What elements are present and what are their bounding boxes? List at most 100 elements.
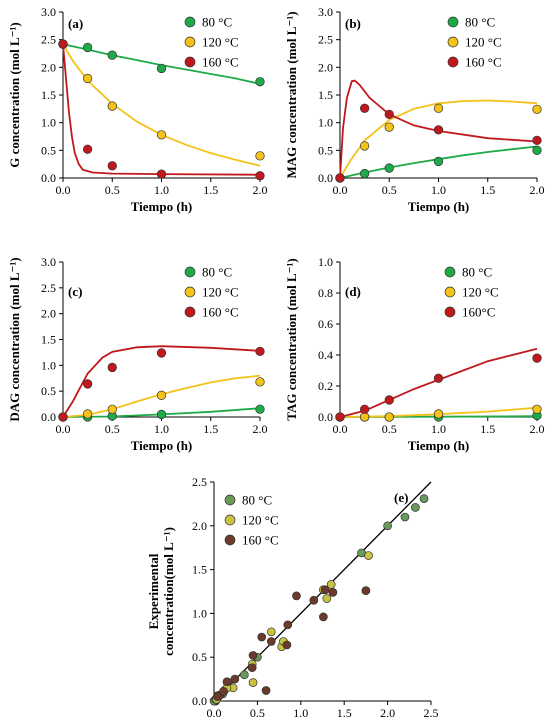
data-point — [282, 640, 292, 650]
x-tick-label: 0.0 — [333, 422, 348, 436]
y-tick-label: 1.0 — [318, 116, 333, 130]
data-point — [384, 412, 394, 422]
data-point — [82, 409, 93, 419]
legend-label: 160 °C — [465, 55, 502, 70]
data-point — [532, 145, 542, 155]
data-point — [107, 404, 117, 414]
legend-marker — [184, 266, 196, 278]
x-tick-label: 1.0 — [431, 422, 446, 436]
data-point — [266, 637, 276, 646]
data-point — [82, 73, 93, 84]
series-line — [62, 43, 261, 167]
data-point — [82, 42, 93, 53]
chart-panel-2: 0.0 0.5 1.0 1.5 2.0 0.0 0.5 1.0 1.5 2.0 2.5 3.0 Tiem… — [284, 5, 545, 214]
x-tick-label: 0.0 — [56, 183, 71, 197]
data-point — [411, 503, 420, 512]
y-tick-label: 2.5 — [192, 475, 207, 489]
data-point — [230, 674, 240, 684]
y-tick-label: 0.5 — [318, 143, 333, 157]
data-point — [58, 39, 68, 49]
data-point — [419, 494, 429, 503]
data-point — [384, 163, 394, 173]
chart-panel-4: 0.0 0.5 1.0 1.5 2.0 0.0 0.2 0.4 0.6 0.8 1.0 Tiempo … — [284, 255, 545, 453]
panel-label: (e) — [394, 490, 408, 505]
y-tick-label: 2.0 — [192, 519, 207, 533]
legend-marker — [444, 306, 456, 318]
y-tick-label: 1.5 — [41, 333, 56, 347]
y-tick-label: 3.0 — [318, 5, 333, 19]
y-tick-label: 1.5 — [192, 563, 207, 577]
x-tick-label: 1.0 — [431, 183, 446, 197]
y-tick-label: 2.0 — [41, 307, 56, 321]
panel-label: (b) — [345, 16, 361, 31]
data-point — [359, 141, 370, 151]
legend-label: 80 °C — [202, 265, 232, 280]
data-point — [255, 346, 265, 357]
legend-marker — [184, 36, 196, 48]
y-tick-label: 1.0 — [318, 255, 333, 269]
data-point — [292, 591, 301, 601]
series-line — [339, 99, 538, 179]
data-point — [156, 348, 167, 358]
legend-marker — [184, 16, 196, 28]
legend-label: 120 °C — [202, 35, 239, 50]
data-point — [384, 122, 394, 132]
data-point — [213, 692, 222, 701]
legend-marker — [184, 306, 196, 318]
data-point — [156, 390, 167, 400]
legend: 80 °C 120 °C 160°C — [444, 265, 499, 320]
data-point — [82, 379, 93, 389]
legend: 80 °C 120 °C 160 °C — [184, 265, 239, 320]
y-tick-label: 2.5 — [318, 33, 333, 47]
legend-marker — [224, 534, 236, 546]
x-tick-label: 2.5 — [424, 706, 439, 720]
data-point — [400, 512, 410, 522]
data-point — [255, 404, 265, 414]
y-tick-label: 1.5 — [318, 88, 333, 102]
x-tick-label: 2.0 — [530, 422, 545, 436]
x-tick-label: 1.0 — [154, 183, 169, 197]
chart-panel-5: 0.00.51.01.52.02.50.00.51.01.52.02.5Mode… — [146, 475, 439, 720]
legend-marker — [224, 494, 236, 506]
legend-marker — [444, 266, 456, 278]
data-point — [433, 103, 444, 113]
series-line — [339, 79, 538, 179]
data-point — [107, 161, 117, 171]
y-tick-label: 0.0 — [41, 410, 56, 424]
x-tick-label: 2.0 — [253, 183, 268, 197]
x-tick-label: 0.5 — [250, 706, 265, 720]
data-point — [383, 521, 392, 531]
legend: 80 °C 120 °C 160 °C — [447, 15, 502, 70]
data-point — [532, 404, 542, 414]
x-tick-label: 1.5 — [480, 183, 495, 197]
x-tick-label: 2.0 — [530, 183, 545, 197]
x-tick-label: 0.5 — [105, 183, 120, 197]
legend-label: 80 °C — [202, 15, 232, 30]
data-point — [107, 50, 117, 60]
legend-label: 160°C — [462, 305, 495, 320]
y-axis-label: TAG concentration (mol L⁻¹) — [284, 258, 299, 421]
data-point — [261, 686, 271, 695]
chart-panel-1: 0.0 0.5 1.0 1.5 2.0 0.0 0.5 1.0 1.5 2.0 2.5 3.0 Tiem… — [7, 5, 268, 214]
y-axis-label: DAG concentration (mol L⁻¹) — [7, 257, 22, 421]
x-tick-label: 0.5 — [382, 183, 397, 197]
data-point — [58, 412, 68, 422]
y-tick-label: 2.5 — [41, 33, 56, 47]
data-point — [328, 588, 338, 597]
x-tick-label: 1.0 — [293, 706, 308, 720]
data-point — [433, 125, 444, 135]
legend: 80 °C 120 °C 160 °C — [184, 15, 239, 70]
legend-label: 120 °C — [202, 285, 239, 300]
series-line — [62, 345, 261, 418]
x-tick-label: 1.5 — [480, 422, 495, 436]
data-point — [240, 670, 249, 680]
data-point — [248, 678, 258, 687]
legend-label: 160 °C — [202, 55, 239, 70]
y-axis-label: G concentration (mol L⁻¹) — [7, 22, 22, 167]
data-point — [255, 377, 265, 387]
chart-panel-3: 0.0 0.5 1.0 1.5 2.0 0.0 0.5 1.0 1.5 2.0 2.5 3.0 Tiem… — [7, 255, 268, 453]
y-tick-label: 3.0 — [41, 255, 56, 269]
data-point — [532, 104, 542, 115]
data-point — [433, 373, 444, 383]
data-point — [319, 612, 328, 622]
